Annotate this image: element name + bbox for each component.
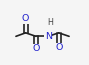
Text: O: O (22, 14, 29, 23)
Text: H: H (47, 18, 53, 27)
Text: O: O (55, 43, 62, 52)
Text: N: N (45, 32, 52, 41)
Text: O: O (32, 44, 40, 53)
